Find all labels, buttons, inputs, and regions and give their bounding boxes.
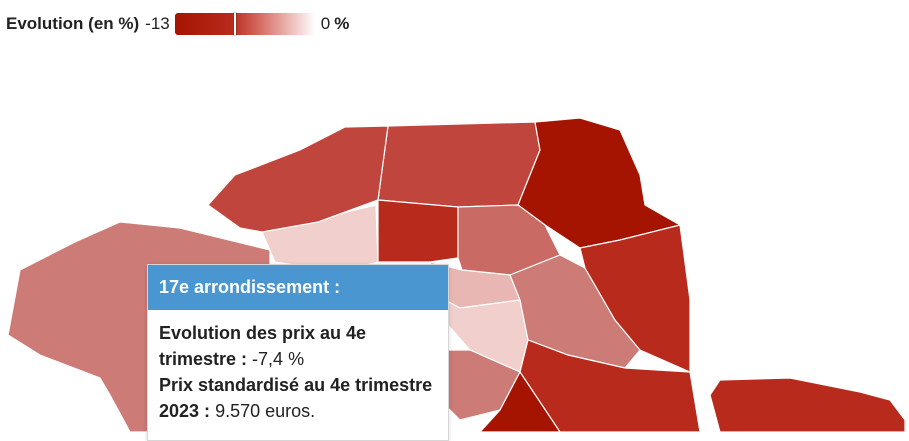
tooltip-title: 17e arrondissement :	[148, 265, 448, 310]
tooltip-evolution-row: Evolution des prix au 4e trimestre : -7,…	[159, 320, 437, 372]
tooltip-prix-row: Prix standardisé au 4e trimestre 2023 : …	[159, 372, 437, 424]
tooltip-body: Evolution des prix au 4e trimestre : -7,…	[148, 310, 448, 424]
map-district-18[interactable]	[377, 121, 541, 208]
map-district-9[interactable]	[377, 199, 459, 263]
paris-choropleth-map	[7, 117, 906, 432]
map-district-12[interactable]	[519, 339, 701, 432]
map-district-11[interactable]	[509, 254, 641, 369]
tooltip-evolution-value: -7,4 %	[252, 349, 305, 369]
legend-title: Evolution (en %)	[6, 14, 140, 33]
map-district-17[interactable]	[207, 125, 389, 233]
map-district-13[interactable]	[479, 370, 561, 432]
tooltip-prix-label: Prix standardisé au 4e trimestre 2023 :	[159, 375, 433, 421]
color-legend: Evolution (en %) -13 0 %	[6, 12, 349, 36]
legend-max-label: 0	[320, 14, 331, 33]
legend-min-label: -13	[145, 14, 170, 33]
legend-color-scale	[174, 13, 315, 35]
district-tooltip: 17e arrondissement : Evolution des prix …	[147, 264, 449, 441]
legend-unit: %	[334, 14, 350, 33]
map-district-12-bois[interactable]	[709, 377, 906, 432]
legend-value-marker	[233, 13, 236, 35]
tooltip-prix-value: 9.570 euros.	[215, 401, 316, 421]
tooltip-evolution-label: Evolution des prix au 4e trimestre :	[159, 323, 367, 369]
